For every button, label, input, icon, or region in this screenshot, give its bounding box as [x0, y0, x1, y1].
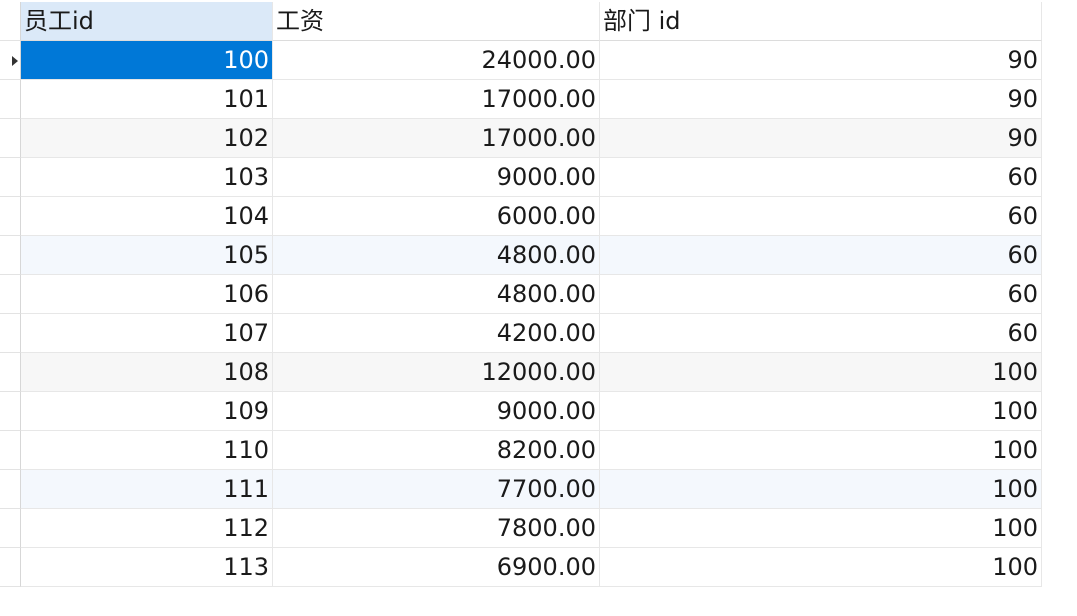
cell-department-id[interactable]: 90 [600, 80, 1042, 119]
cell-department-id[interactable]: 100 [600, 470, 1042, 509]
column-header-salary[interactable]: 工资 [273, 2, 600, 41]
row-selector[interactable] [0, 41, 21, 80]
cell-department-id[interactable]: 60 [600, 275, 1042, 314]
cell-salary[interactable]: 12000.00 [273, 353, 600, 392]
cell-employee-id[interactable]: 110 [21, 431, 273, 470]
current-row-arrow-icon [12, 56, 18, 66]
cell-department-id[interactable]: 60 [600, 314, 1042, 353]
cell-employee-id[interactable]: 100 [21, 41, 273, 80]
cell-salary[interactable]: 6900.00 [273, 548, 600, 587]
cell-salary[interactable]: 9000.00 [273, 158, 600, 197]
cell-employee-id[interactable]: 106 [21, 275, 273, 314]
row-selector[interactable] [0, 314, 21, 353]
table-row[interactable]: 106 4800.00 60 [0, 275, 1042, 314]
cell-salary[interactable]: 9000.00 [273, 392, 600, 431]
cell-department-id[interactable]: 100 [600, 548, 1042, 587]
cell-salary[interactable]: 4200.00 [273, 314, 600, 353]
column-header-department-id[interactable]: 部门 id [600, 2, 1042, 41]
cell-department-id[interactable]: 60 [600, 158, 1042, 197]
row-selector[interactable] [0, 80, 21, 119]
table-row[interactable]: 111 7700.00 100 [0, 470, 1042, 509]
cell-department-id[interactable]: 60 [600, 236, 1042, 275]
cell-employee-id[interactable]: 103 [21, 158, 273, 197]
cell-employee-id[interactable]: 101 [21, 80, 273, 119]
row-selector[interactable] [0, 509, 21, 548]
cell-employee-id[interactable]: 113 [21, 548, 273, 587]
cell-employee-id[interactable]: 109 [21, 392, 273, 431]
cell-salary[interactable]: 24000.00 [273, 41, 600, 80]
table-row[interactable]: 102 17000.00 90 [0, 119, 1042, 158]
row-selector[interactable] [0, 392, 21, 431]
row-selector[interactable] [0, 236, 21, 275]
cell-salary[interactable]: 4800.00 [273, 275, 600, 314]
cell-employee-id[interactable]: 112 [21, 509, 273, 548]
row-selector[interactable] [0, 470, 21, 509]
row-selector[interactable] [0, 197, 21, 236]
cell-department-id[interactable]: 60 [600, 197, 1042, 236]
table-row[interactable]: 103 9000.00 60 [0, 158, 1042, 197]
table-row[interactable]: 109 9000.00 100 [0, 392, 1042, 431]
header-corner[interactable] [0, 2, 21, 41]
table-row[interactable]: 105 4800.00 60 [0, 236, 1042, 275]
table-row[interactable]: 112 7800.00 100 [0, 509, 1042, 548]
cell-employee-id[interactable]: 102 [21, 119, 273, 158]
cell-employee-id[interactable]: 104 [21, 197, 273, 236]
cell-employee-id[interactable]: 108 [21, 353, 273, 392]
table-row[interactable]: 107 4200.00 60 [0, 314, 1042, 353]
row-selector[interactable] [0, 548, 21, 587]
grid-header-row: 员工id 工资 部门 id [0, 2, 1042, 41]
cell-department-id[interactable]: 90 [600, 119, 1042, 158]
cell-employee-id[interactable]: 105 [21, 236, 273, 275]
cell-salary[interactable]: 7700.00 [273, 470, 600, 509]
table-row[interactable]: 100 24000.00 90 [0, 41, 1042, 80]
row-selector[interactable] [0, 158, 21, 197]
table-row[interactable]: 110 8200.00 100 [0, 431, 1042, 470]
cell-salary[interactable]: 4800.00 [273, 236, 600, 275]
cell-salary[interactable]: 8200.00 [273, 431, 600, 470]
table-row[interactable]: 108 12000.00 100 [0, 353, 1042, 392]
cell-department-id[interactable]: 100 [600, 392, 1042, 431]
column-header-employee-id[interactable]: 员工id [21, 2, 273, 41]
cell-department-id[interactable]: 100 [600, 509, 1042, 548]
row-selector[interactable] [0, 431, 21, 470]
cell-department-id[interactable]: 90 [600, 41, 1042, 80]
table-row[interactable]: 101 17000.00 90 [0, 80, 1042, 119]
row-selector[interactable] [0, 275, 21, 314]
cell-department-id[interactable]: 100 [600, 431, 1042, 470]
cell-department-id[interactable]: 100 [600, 353, 1042, 392]
cell-salary[interactable]: 6000.00 [273, 197, 600, 236]
row-selector[interactable] [0, 119, 21, 158]
table-row[interactable]: 113 6900.00 100 [0, 548, 1042, 587]
cell-salary[interactable]: 17000.00 [273, 119, 600, 158]
cell-employee-id[interactable]: 111 [21, 470, 273, 509]
row-selector[interactable] [0, 353, 21, 392]
cell-salary[interactable]: 17000.00 [273, 80, 600, 119]
cell-salary[interactable]: 7800.00 [273, 509, 600, 548]
table-row[interactable]: 104 6000.00 60 [0, 197, 1042, 236]
cell-employee-id[interactable]: 107 [21, 314, 273, 353]
